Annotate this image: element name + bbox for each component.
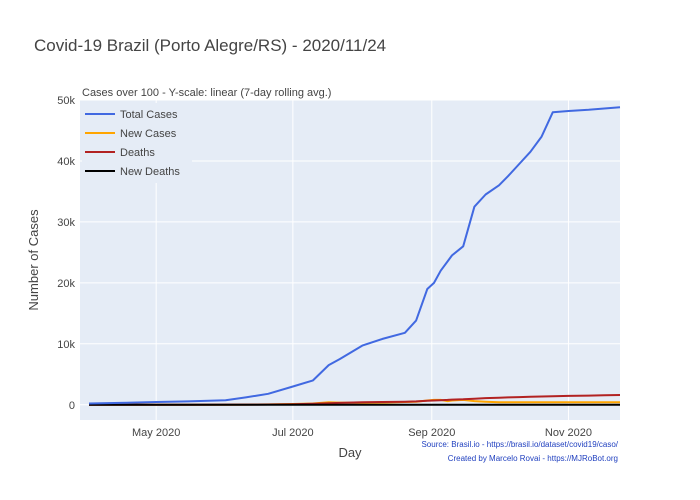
legend-label: New Deaths <box>120 166 180 178</box>
legend-item-deaths[interactable]: Deaths <box>85 147 155 159</box>
y-tick-label: 10k <box>57 339 75 351</box>
x-axis-ticks: May 2020 Jul 2020 Sep 2020 Nov 2020 <box>132 427 592 439</box>
x-tick-label: May 2020 <box>132 427 180 439</box>
series-line-total-cases <box>88 106 621 405</box>
legend-label: New Cases <box>120 128 177 140</box>
legend[interactable]: Total Cases New Cases Deaths New Deaths <box>82 103 192 183</box>
source-line-1: Source: Brasil.io - https://brasil.io/da… <box>421 440 618 449</box>
legend-item-new-deaths[interactable]: New Deaths <box>85 166 180 178</box>
source-line-2: Created by Marcelo Rovai - https://MJRoB… <box>448 454 618 463</box>
x-tick-label: Nov 2020 <box>545 427 592 439</box>
legend-label: Deaths <box>120 147 155 159</box>
legend-label: Total Cases <box>120 109 178 121</box>
x-tick-label: Jul 2020 <box>272 427 314 439</box>
y-tick-label: 50k <box>57 95 75 107</box>
y-tick-label: 0 <box>69 400 75 412</box>
legend-item-new-cases[interactable]: New Cases <box>85 128 177 140</box>
chart-subtitle: Cases over 100 - Y-scale: linear (7-day … <box>82 87 331 99</box>
y-tick-label: 40k <box>57 156 75 168</box>
series-lines <box>88 106 621 406</box>
x-axis-title: Day <box>338 445 362 460</box>
y-tick-label: 30k <box>57 217 75 229</box>
x-tick-label: Sep 2020 <box>408 427 455 439</box>
y-axis-title: Number of Cases <box>26 209 41 311</box>
legend-item-total-cases[interactable]: Total Cases <box>85 109 178 121</box>
gridlines <box>80 99 620 420</box>
legend-background <box>82 103 192 183</box>
y-axis-ticks: 0 10k 20k 30k 40k 50k <box>57 95 75 412</box>
chart-title: Covid-19 Brazil (Porto Alegre/RS) - 2020… <box>34 36 386 55</box>
y-tick-label: 20k <box>57 278 75 290</box>
